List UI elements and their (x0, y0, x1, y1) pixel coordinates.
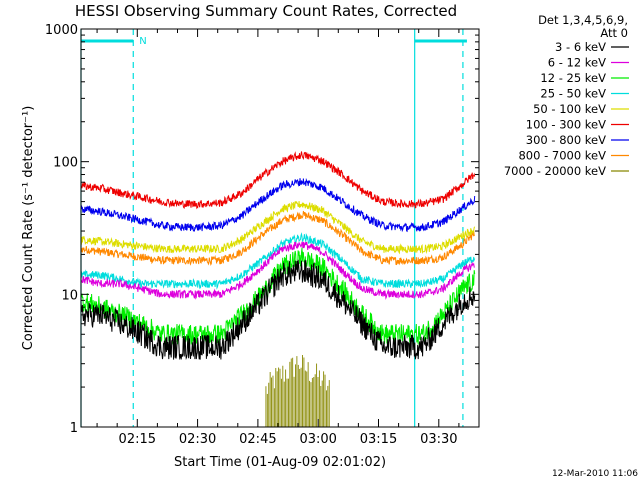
series-300-800kev (80, 177, 476, 233)
series-100-300kev (80, 151, 476, 210)
series-50-100kev (80, 201, 476, 255)
legend-label: 7000 - 20000 keV (504, 164, 606, 178)
legend-label: 3 - 6 keV (555, 40, 606, 54)
legend-header: Att 0 (600, 26, 628, 40)
x-tick-label: 02:45 (239, 432, 276, 447)
legend: Det 1,3,4,5,6,9,Att 03 - 6 keV 6 - 12 keV… (504, 13, 629, 178)
x-tick-label: 03:30 (420, 432, 457, 447)
date-stamp: 12-Mar-2010 11:06 (552, 469, 638, 479)
plot-area: N (80, 29, 476, 427)
y-axis-label: Corrected Count Rate (s⁻¹ detector⁻¹) (21, 106, 36, 351)
x-axis-label: Start Time (01-Aug-09 02:01:02) (174, 455, 386, 470)
plot-frame (80, 28, 480, 428)
y-tick-label: 1000 (45, 23, 78, 38)
series-25-50kev (80, 232, 476, 290)
x-tick-label: 02:15 (119, 432, 156, 447)
x-tick-label: 03:00 (299, 432, 336, 447)
legend-label: 50 - 100 keV (533, 102, 606, 116)
legend-label: 12 - 25 keV (540, 71, 606, 85)
y-axis: 1 10 100 1000 (45, 23, 479, 436)
y-tick-label: 1 (70, 421, 78, 436)
legend-header: Det 1,3,4,5,6,9, (538, 13, 628, 27)
x-tick-label: 02:30 (179, 432, 216, 447)
series-6-12kev (80, 241, 475, 300)
legend-label: 800 - 7000 keV (518, 149, 606, 163)
y-tick-label: 10 (61, 288, 78, 303)
legend-label: 6 - 12 keV (548, 56, 606, 70)
y-tick-label: 100 (53, 156, 78, 171)
x-tick-label: 03:15 (360, 432, 397, 447)
legend-label: 300 - 800 keV (526, 133, 606, 147)
legend-label: 25 - 50 keV (540, 87, 606, 101)
series-3-6kev (80, 259, 476, 361)
chart-title: HESSI Observing Summary Count Rates, Cor… (75, 2, 457, 20)
night-marker-label: N (139, 36, 146, 47)
series-7000-20000kev (265, 354, 330, 427)
legend-label: 100 - 300 keV (526, 118, 606, 132)
x-axis: 02:15 02:30 02:45 03:00 03:15 03:30 (96, 29, 480, 447)
series-800-7000kev (80, 210, 476, 266)
